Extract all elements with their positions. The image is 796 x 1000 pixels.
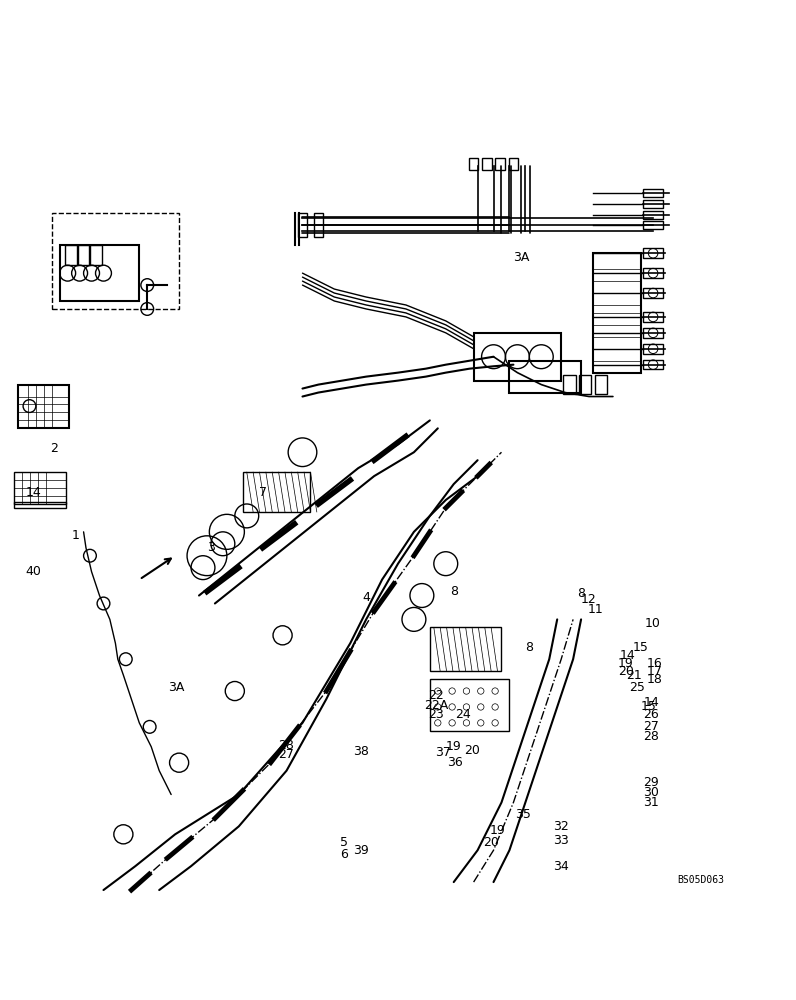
Text: BS05D063: BS05D063: [677, 875, 724, 885]
Text: 21: 21: [626, 669, 642, 682]
Text: 25: 25: [629, 681, 645, 694]
Bar: [643, 268, 663, 278]
Text: 37: 37: [435, 746, 451, 759]
Text: 16: 16: [646, 657, 662, 670]
Text: 7: 7: [259, 486, 267, 499]
Bar: [314, 213, 323, 237]
Bar: [593, 253, 641, 373]
Bar: [509, 158, 518, 170]
Text: 20: 20: [464, 744, 480, 757]
Bar: [298, 213, 307, 237]
Text: 22A: 22A: [424, 699, 448, 712]
Text: 11: 11: [587, 603, 603, 616]
Bar: [643, 312, 663, 322]
Bar: [243, 472, 310, 512]
Text: 38: 38: [353, 745, 369, 758]
Text: 8: 8: [450, 585, 458, 598]
Text: 3: 3: [207, 541, 215, 554]
Text: 23: 23: [428, 708, 444, 721]
Bar: [65, 245, 78, 265]
Text: 12: 12: [581, 593, 597, 606]
Text: 28: 28: [279, 739, 295, 752]
Text: 28: 28: [643, 730, 659, 743]
Text: 14: 14: [619, 649, 635, 662]
Bar: [643, 221, 663, 229]
Bar: [482, 158, 492, 170]
Bar: [563, 375, 576, 394]
Text: 20: 20: [618, 665, 634, 678]
Text: 10: 10: [645, 617, 661, 630]
Bar: [643, 328, 663, 338]
Text: 26: 26: [643, 708, 659, 721]
Text: 8: 8: [577, 587, 585, 600]
Bar: [643, 189, 663, 197]
Bar: [52, 213, 179, 309]
Text: 30: 30: [643, 786, 659, 799]
Text: 6: 6: [340, 848, 348, 861]
Bar: [89, 245, 102, 265]
Text: 29: 29: [643, 776, 659, 789]
Text: 33: 33: [553, 834, 569, 847]
Bar: [595, 375, 607, 394]
Bar: [579, 375, 591, 394]
Text: 14: 14: [643, 696, 659, 709]
Bar: [643, 288, 663, 298]
Bar: [430, 627, 501, 671]
Bar: [643, 200, 663, 208]
Text: 18: 18: [646, 673, 662, 686]
Bar: [643, 211, 663, 219]
Bar: [60, 245, 139, 301]
Text: 27: 27: [643, 720, 659, 733]
Text: 1: 1: [72, 529, 80, 542]
Text: 17: 17: [646, 665, 662, 678]
Text: 22: 22: [428, 689, 444, 702]
Text: 4: 4: [362, 591, 370, 604]
Bar: [77, 245, 90, 265]
Bar: [14, 472, 66, 504]
Text: 31: 31: [643, 796, 659, 809]
Text: 24: 24: [455, 708, 471, 721]
Bar: [14, 502, 66, 508]
Text: 34: 34: [553, 860, 569, 873]
Text: 2: 2: [50, 442, 58, 455]
Text: 19: 19: [446, 740, 462, 753]
Bar: [430, 679, 509, 731]
Text: 14: 14: [25, 486, 41, 499]
Text: 40: 40: [25, 565, 41, 578]
Text: 39: 39: [353, 844, 369, 857]
Text: 27: 27: [279, 748, 295, 761]
Text: 32: 32: [553, 820, 569, 833]
Text: 19: 19: [490, 824, 505, 837]
Text: 36: 36: [447, 756, 462, 769]
Text: 20: 20: [483, 836, 499, 849]
Bar: [643, 248, 663, 258]
Bar: [643, 360, 663, 369]
Bar: [18, 385, 69, 428]
Bar: [643, 344, 663, 354]
Bar: [495, 158, 505, 170]
Bar: [469, 158, 478, 170]
Text: 15: 15: [641, 700, 657, 713]
Text: 8: 8: [525, 641, 533, 654]
Text: 5: 5: [340, 836, 348, 849]
Text: 3A: 3A: [513, 251, 529, 264]
Text: 35: 35: [515, 808, 531, 821]
Text: 15: 15: [633, 641, 649, 654]
Text: 19: 19: [618, 657, 634, 670]
Text: 3A: 3A: [169, 681, 185, 694]
